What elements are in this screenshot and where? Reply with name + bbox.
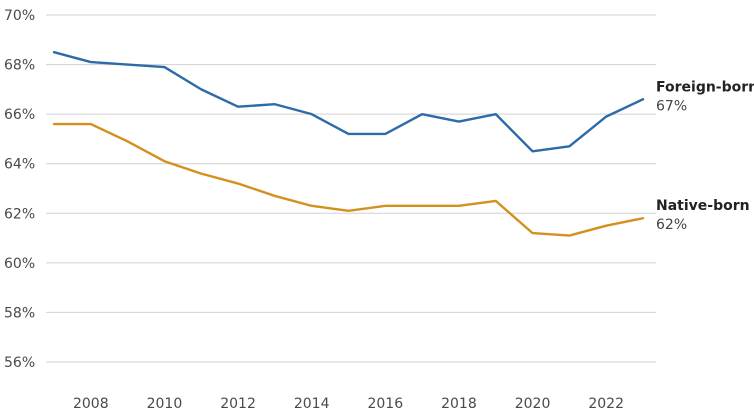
x-tick-label: 2014	[294, 396, 330, 412]
y-tick-label: 68%	[4, 58, 35, 74]
y-tick-label: 64%	[4, 157, 35, 173]
x-tick-label: 2008	[73, 396, 109, 412]
x-axis-ticks: 2008 2010 2012 2014 2016 2018 2020 2022	[73, 396, 624, 412]
x-tick-label: 2010	[147, 396, 183, 412]
x-tick-label: 2018	[441, 396, 477, 412]
series-value-foreign-born: 67%	[656, 98, 687, 114]
series-line-native-born	[52, 122, 645, 237]
x-tick-label: 2020	[515, 396, 551, 412]
series-line-foreign-born	[52, 50, 645, 153]
series-lines	[52, 50, 645, 237]
y-tick-label: 56%	[4, 355, 35, 371]
y-tick-label: 62%	[4, 206, 35, 222]
y-tick-label: 58%	[4, 305, 35, 321]
y-tick-label: 60%	[4, 256, 35, 272]
y-axis-ticks: 56% 58% 60% 62% 64% 66% 68% 70%	[4, 8, 35, 371]
y-tick-label: 70%	[4, 8, 35, 24]
gridlines	[46, 14, 656, 363]
series-label-foreign-born: Foreign-born	[656, 79, 754, 95]
series-label-native-born: Native-born	[656, 198, 750, 214]
series-value-native-born: 62%	[656, 217, 687, 233]
x-tick-label: 2012	[220, 396, 256, 412]
series-end-labels: Foreign-born 67% Native-born 62%	[656, 79, 754, 233]
x-tick-label: 2016	[367, 396, 403, 412]
x-tick-label: 2022	[588, 396, 624, 412]
y-tick-label: 66%	[4, 107, 35, 123]
